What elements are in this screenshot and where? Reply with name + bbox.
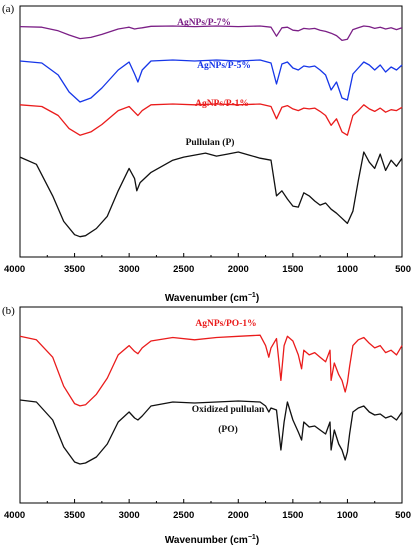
panel-b-series-labels: AgNPs/PO-1% Oxidized pullulan (PO) (192, 319, 265, 435)
x-tick-label: 4000 (4, 264, 25, 275)
series-label: Pullulan (P) (186, 137, 235, 148)
x-tick-label: 2500 (173, 510, 194, 521)
panel-b: (b) 4000 3500 3000 2500 2000 1500 1000 500 AgNP… (2, 305, 411, 546)
panel-b-x-axis-title: Wavenumber (cm−1) (165, 534, 259, 546)
x-tick-label: 500 (395, 264, 411, 275)
series-label: AgNPs/P-1% (195, 99, 249, 109)
spectrum-line-agnps-po-1 (19, 334, 403, 407)
spectrum-line-agnps-p-1 (19, 103, 403, 136)
spectrum-line-oxidized-pullulan-po (19, 399, 403, 465)
panel-b-x-ticks: 4000 3500 3000 2500 2000 1500 1000 500 (4, 499, 411, 521)
x-tick-label: 4000 (4, 510, 25, 521)
panel-a-x-ticks: 4000 3500 3000 2500 2000 1500 1000 500 (4, 253, 411, 275)
panel-a-series-labels: AgNPs/P-7% AgNPs/P-5% AgNPs/P-1% Pullulan (… (177, 18, 251, 148)
series-label: AgNPs/P-7% (177, 18, 231, 28)
x-tick-label: 3500 (64, 510, 85, 521)
x-tick-label: 1000 (337, 264, 358, 275)
panel-a: (a) 4000 3500 3000 2500 2000 1500 1000 500 AgNP… (2, 3, 411, 304)
x-tick-label: 1000 (337, 510, 358, 521)
series-label: AgNPs/P-5% (197, 61, 251, 71)
panel-a-series (19, 25, 403, 238)
panel-a-frame (19, 5, 403, 258)
panel-a-label: (a) (2, 3, 15, 15)
series-label: AgNPs/PO-1% (195, 319, 256, 329)
panel-b-label: (b) (2, 305, 15, 317)
x-tick-label: 2000 (228, 264, 249, 275)
x-tick-label: 1500 (282, 510, 303, 521)
x-tick-label: 1500 (282, 264, 303, 275)
panel-b-series (19, 334, 403, 465)
spectrum-line-pullulan-p (19, 151, 403, 238)
x-tick-label: 3500 (64, 264, 85, 275)
panel-a-x-axis-title: Wavenumber (cm−1) (165, 292, 259, 304)
x-tick-label: 500 (395, 510, 411, 521)
x-tick-label: 2500 (173, 264, 194, 275)
spectrum-line-agnps-p-7 (19, 25, 403, 42)
x-tick-label: 3000 (119, 510, 140, 521)
x-tick-label: 3000 (119, 264, 140, 275)
series-label-line-1: Oxidized pullulan (192, 405, 265, 415)
series-label-line-2: (PO) (218, 424, 238, 435)
x-tick-label: 2000 (228, 510, 249, 521)
spectrum-line-agnps-p-5 (19, 59, 403, 103)
